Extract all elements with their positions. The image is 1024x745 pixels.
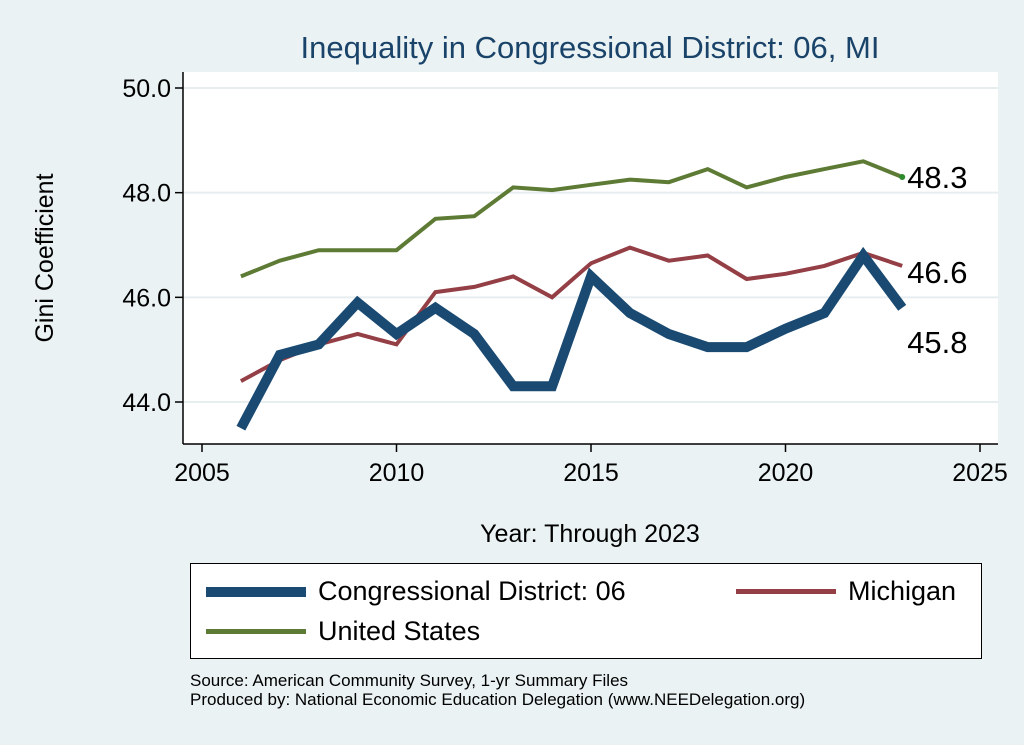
x-tick-label: 2020: [758, 459, 814, 487]
source-note: Source: American Community Survey, 1-yr …: [190, 671, 805, 709]
y-tick-label: 44.0: [122, 389, 171, 417]
end-marker-united-states: [899, 173, 906, 180]
y-tick-label: 46.0: [122, 284, 171, 312]
legend-swatch-district: [206, 586, 306, 597]
end-label-michigan: 46.6: [907, 255, 967, 290]
legend-swatch-michigan: [736, 589, 836, 594]
legend-item-district: Congressional District: 06: [206, 576, 626, 607]
source-line: Source: American Community Survey, 1-yr …: [190, 671, 629, 690]
legend-label-district: Congressional District: 06: [318, 576, 626, 606]
axes: 44.0 46.0 48.0 50.0 2005 2010 2015 2020 2025: [122, 72, 1008, 487]
legend-item-us: United States: [206, 616, 480, 647]
y-axis-title: Gini Coefficient: [31, 173, 59, 342]
x-tick-label: 2005: [174, 459, 230, 487]
legend-label-us: United States: [318, 616, 481, 646]
end-label-district: 45.8: [907, 325, 967, 360]
legend-swatch-us: [206, 629, 306, 634]
series-line-united-states: [240, 159, 903, 279]
gridlines: [183, 87, 998, 403]
y-tick-label: 50.0: [122, 75, 171, 103]
series-line-michigan: [239, 245, 903, 383]
end-label-united-states: 48.3: [907, 160, 967, 195]
x-tick-label: 2025: [952, 459, 1008, 487]
legend-item-michigan: Michigan: [736, 576, 956, 607]
x-tick-label: 2010: [369, 459, 425, 487]
y-tick-label: 48.0: [122, 180, 171, 208]
legend-label-michigan: Michigan: [848, 576, 957, 606]
x-tick-label: 2015: [563, 459, 619, 487]
end-labels: 48.3 46.6 45.8: [899, 160, 968, 360]
producer-line: Produced by: National Economic Education…: [190, 690, 806, 709]
series-line-district: [236, 246, 907, 431]
series-lines: [236, 159, 907, 431]
chart-title: Inequality in Congressional District: 06…: [301, 30, 880, 65]
x-axis-title: Year: Through 2023: [480, 520, 700, 548]
legend: Congressional District: 06 Michigan Unit…: [190, 563, 982, 659]
line-chart: Inequality in Congressional District: 06…: [31, 30, 1008, 548]
